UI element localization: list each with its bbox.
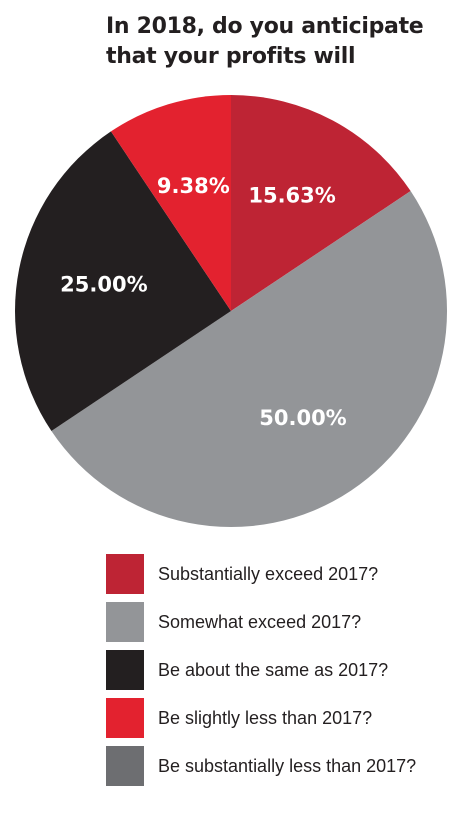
chart-title-line-1: In 2018, do you anticipate	[106, 14, 424, 39]
legend-item-substantially-less: Be substantially less than 2017?	[106, 746, 446, 786]
legend-swatch-substantially-less	[106, 746, 144, 786]
pie-label-about-the-same: 25.00%	[60, 273, 147, 297]
legend-label-slightly-less: Be slightly less than 2017?	[158, 707, 373, 728]
legend-label-about-the-same: Be about the same as 2017?	[158, 659, 389, 680]
legend-label-substantially-less: Be substantially less than 2017?	[158, 755, 417, 776]
legend-item-slightly-less: Be slightly less than 2017?	[106, 698, 446, 738]
pie-label-somewhat-exceed: 50.00%	[259, 406, 346, 430]
legend-swatch-slightly-less	[106, 698, 144, 738]
pie-slice-substantially-exceed	[231, 95, 411, 311]
pie-labels: 15.63% 50.00% 25.00% 9.38%	[60, 174, 347, 430]
pie-slice-somewhat-exceed	[51, 191, 448, 528]
legend: Substantially exceed 2017? Somewhat exce…	[106, 554, 446, 794]
pie-slice-slightly-less	[110, 95, 231, 311]
pie-slice-about-the-same	[14, 131, 231, 432]
pie-label-slightly-less: 9.38%	[157, 174, 230, 198]
pie-slices	[14, 95, 448, 528]
legend-swatch-somewhat-exceed	[106, 602, 144, 642]
pie-chart: 15.63% 50.00% 25.00% 9.38%	[14, 95, 448, 528]
legend-swatch-substantially-exceed	[106, 554, 144, 594]
chart-title: In 2018, do you anticipate that your pro…	[106, 12, 446, 72]
legend-label-somewhat-exceed: Somewhat exceed 2017?	[158, 611, 362, 632]
legend-item-about-the-same: Be about the same as 2017?	[106, 650, 446, 690]
legend-item-substantially-exceed: Substantially exceed 2017?	[106, 554, 446, 594]
chart-title-line-2: that your profits will	[106, 44, 356, 69]
legend-item-somewhat-exceed: Somewhat exceed 2017?	[106, 602, 446, 642]
legend-swatch-about-the-same	[106, 650, 144, 690]
pie-label-substantially-exceed: 15.63%	[248, 184, 335, 208]
legend-label-substantially-exceed: Substantially exceed 2017?	[158, 563, 379, 584]
